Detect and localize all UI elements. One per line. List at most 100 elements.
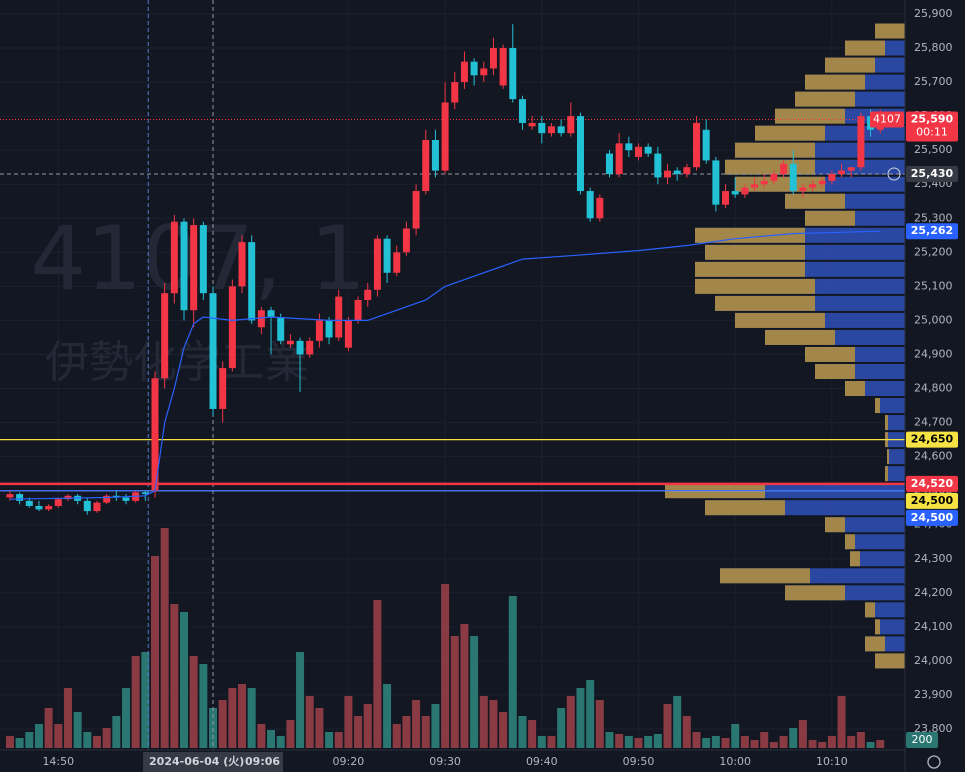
volume-bar [286,720,295,748]
profile-up-bar [875,619,880,635]
candle-body [180,221,188,311]
volume-bar [827,736,836,748]
price-label-box [906,475,958,492]
candle-body [296,340,304,355]
candle-body [141,492,149,495]
volume-bar [189,656,198,748]
volume-bar [34,724,43,748]
candle-body [219,368,227,409]
candle-body [528,122,536,127]
volume-bar [92,736,101,748]
volume-bar [653,734,662,748]
volume-bar [431,704,440,748]
candle-body [45,505,53,510]
y-tick-label: 24,900 [914,347,953,360]
volume-bar [731,724,740,748]
y-tick-label: 24,600 [914,450,953,463]
profile-up-bar [825,517,845,533]
profile-up-bar [850,551,860,567]
candle-body [6,494,14,498]
candle-body [83,500,91,512]
candle-body [335,296,343,338]
candle-body [838,170,846,175]
candle-body [586,191,594,219]
candle-body [393,252,401,273]
volume-bar [315,708,324,748]
profile-up-bar [695,261,805,277]
candle-body [402,228,410,253]
candle-body [199,225,207,294]
candle-body [344,320,352,348]
volume-bar [702,738,711,748]
candle-body [489,48,497,69]
candle-body [722,191,730,205]
volume-bar [15,738,24,748]
volume-bar [141,652,150,748]
volume-bar [537,736,546,748]
profile-bar [885,466,905,482]
volume-bar [267,730,276,748]
profile-up-bar [887,449,889,465]
candle-body [257,310,265,328]
volume-bar [644,736,653,748]
candle-body [190,225,198,311]
x-tick-label: 09:40 [526,755,558,768]
candle-body [538,122,546,134]
volume-bar [721,738,730,748]
vwap-line [9,230,881,500]
volume-bar [750,740,759,748]
y-tick-label: 25,300 [914,211,953,224]
candle-body [799,187,807,192]
crosshair-plus[interactable] [887,167,901,181]
symbol-tag-box [870,111,904,128]
last-price-box [906,111,958,142]
volume-bar [305,696,314,748]
candle-body [509,48,517,100]
price-label: 24,650 [911,433,954,446]
candle-body [673,170,681,175]
volume-bar [808,740,817,748]
candle-body [373,238,381,290]
volume-bar [325,732,334,748]
candle-body [364,289,372,300]
volume-bar [866,742,875,748]
candle-body [741,187,749,195]
profile-up-bar [795,91,855,107]
volume-bar [576,688,585,748]
profile-up-bar [775,108,845,124]
x-tick-label: 09:50 [623,755,655,768]
price-label: 25,262 [911,224,953,237]
profile-bar [875,619,905,635]
volume-bar [170,604,179,748]
candle-body [683,167,691,175]
volume-bar [547,736,556,748]
volume-bar [121,688,130,748]
y-tick-label: 24,000 [914,654,953,667]
candle-body [383,238,391,273]
candle-body [712,160,720,205]
volume-label-box [906,732,938,748]
price-label: 24,520 [911,477,954,490]
y-tick-label: 25,000 [914,313,953,326]
profile-up-bar [735,142,815,158]
profile-up-bar [695,227,805,243]
volume-bar [682,716,691,748]
candle-body [731,191,739,195]
candle-body [228,286,236,369]
profile-up-bar [875,23,905,39]
y-tick-label: 25,900 [914,7,953,20]
volume-bar [334,732,343,748]
volume-bar [508,596,517,748]
settings-icon[interactable] [927,755,941,769]
profile-up-bar [805,74,865,90]
profile-bar [845,534,905,550]
volume-bar [44,708,53,748]
candle-body [267,310,275,318]
x-tick-label: 10:10 [816,755,848,768]
candle-body [547,126,555,134]
volume-bar [673,696,682,748]
y-tick-label: 23,900 [914,688,953,701]
volume-bar [566,696,575,748]
profile-bar [885,415,905,431]
